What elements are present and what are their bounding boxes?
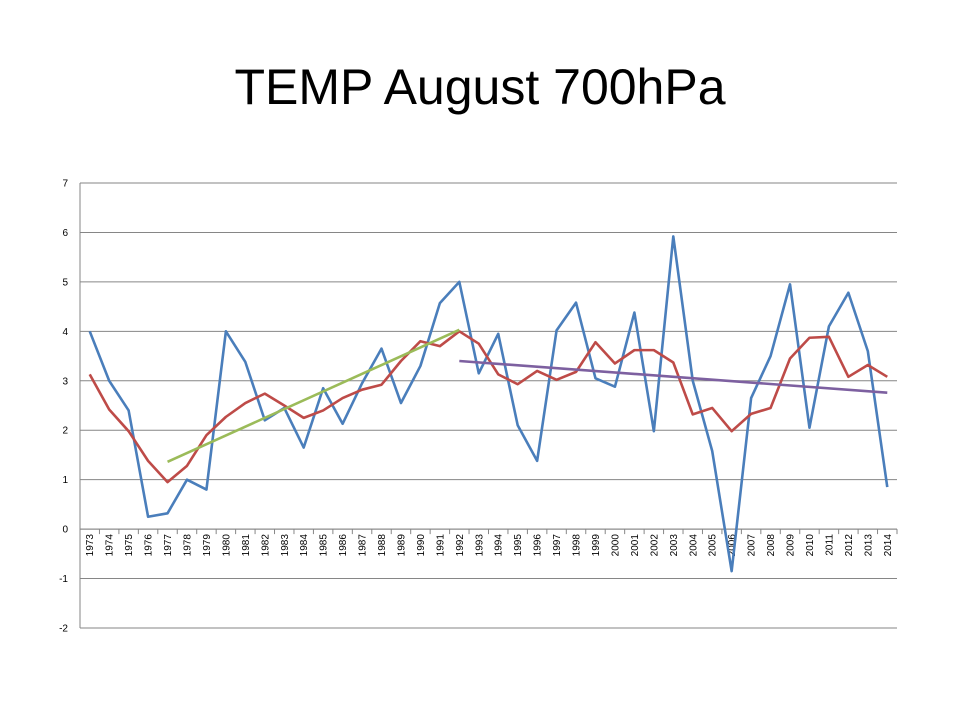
x-tick-label: 2013 [863, 534, 874, 557]
x-tick-label: 1984 [299, 534, 310, 557]
x-tick-label: 1999 [591, 534, 602, 557]
x-tick-label: 2006 [727, 534, 738, 557]
x-tick-label: 1985 [319, 534, 330, 557]
y-tick-label: 5 [62, 277, 68, 288]
x-tick-label: 2002 [649, 534, 660, 557]
x-tick-label: 1976 [144, 534, 155, 557]
x-tick-label: 2000 [610, 534, 621, 557]
x-tick-label: 2009 [786, 534, 797, 557]
x-tick-label: 1983 [280, 534, 291, 557]
series-line-trend-1977-1992 [166, 328, 460, 464]
y-tick-label: 0 [62, 525, 68, 536]
x-tick-label: 1978 [182, 534, 193, 557]
x-tick-label: 2011 [824, 534, 835, 556]
x-tick-label: 1989 [396, 534, 407, 557]
x-tick-label: 1980 [221, 534, 232, 557]
x-tick-label: 1986 [338, 534, 349, 557]
x-tick-label: 2005 [708, 534, 719, 557]
x-tick-label: 1992 [455, 534, 466, 557]
y-tick-label: 4 [62, 327, 68, 338]
x-tick-label: 1993 [474, 534, 485, 557]
x-tick-label: 1990 [416, 534, 427, 557]
x-tick-label: 1981 [241, 534, 252, 557]
x-tick-label: 1979 [202, 534, 213, 557]
x-tick-label: 2001 [630, 534, 641, 557]
x-tick-label: 2004 [688, 534, 699, 557]
y-tick-label: 3 [62, 376, 68, 387]
y-tick-label: -2 [59, 624, 68, 635]
x-tick-label: 2003 [669, 534, 680, 557]
y-tick-label: 1 [62, 475, 68, 486]
x-tick-label: 1991 [435, 534, 446, 557]
y-tick-label: 7 [62, 179, 68, 190]
y-tick-label: -1 [59, 574, 68, 585]
x-tick-label: 1988 [377, 534, 388, 557]
x-tick-label: 1997 [552, 534, 563, 557]
series-line-temp [88, 235, 889, 573]
chart-title: TEMP August 700hPa [234, 59, 726, 115]
x-tick-label: 1975 [124, 534, 135, 557]
x-tick-label: 1982 [260, 534, 271, 557]
series-line-moving-average [88, 330, 888, 484]
x-tick-label: 1987 [358, 534, 369, 557]
x-tick-label: 2012 [844, 534, 855, 557]
x-tick-label: 1974 [105, 534, 116, 557]
x-tick-label: 2010 [805, 534, 816, 557]
x-tick-label: 1977 [163, 534, 174, 557]
x-tick-label: 2007 [747, 534, 758, 557]
x-tick-label: 1994 [494, 534, 505, 557]
y-tick-label: 6 [62, 228, 68, 239]
x-tick-label: 1996 [533, 534, 544, 557]
x-tick-label: 1998 [572, 534, 583, 557]
y-tick-label: 2 [62, 426, 68, 437]
x-tick-label: 2014 [883, 534, 894, 557]
x-tick-label: 1973 [85, 534, 96, 557]
x-tick-label: 1995 [513, 534, 524, 557]
x-tick-label: 2008 [766, 534, 777, 557]
series-line-trend-1992-2014 [459, 359, 888, 394]
